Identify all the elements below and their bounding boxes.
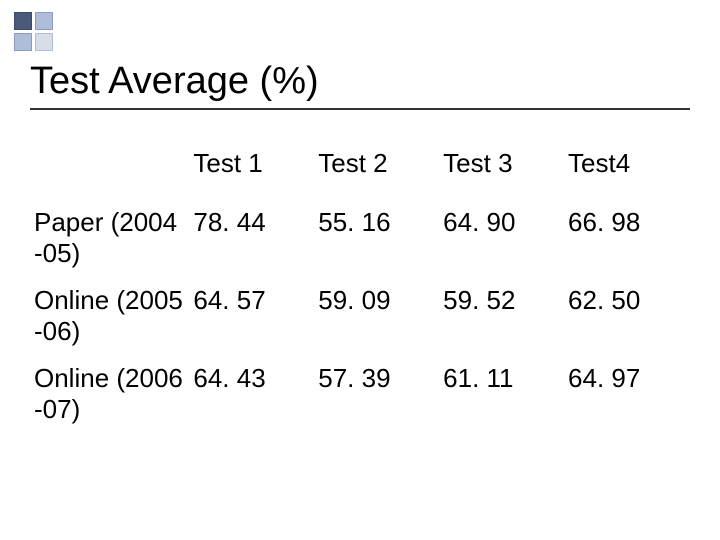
header-empty xyxy=(30,140,189,199)
table-cell: 78. 44 xyxy=(189,199,314,277)
table-row: Online (2006 -07) 64. 43 57. 39 61. 11 6… xyxy=(30,355,690,433)
table-cell: 66. 98 xyxy=(564,199,690,277)
decoration-square xyxy=(35,33,53,51)
table-header-row: Test 1 Test 2 Test 3 Test4 xyxy=(30,140,690,199)
column-header: Test 3 xyxy=(439,140,564,199)
content-area: Test 1 Test 2 Test 3 Test4 Paper (2004 -… xyxy=(30,140,690,433)
column-header: Test4 xyxy=(564,140,690,199)
column-header: Test 1 xyxy=(189,140,314,199)
column-header: Test 2 xyxy=(314,140,439,199)
row-label: Online (2005 -06) xyxy=(30,277,189,355)
table-row: Paper (2004 -05) 78. 44 55. 16 64. 90 66… xyxy=(30,199,690,277)
title-bar: Test Average (%) xyxy=(30,55,690,110)
table-cell: 64. 90 xyxy=(439,199,564,277)
row-label: Online (2006 -07) xyxy=(30,355,189,433)
table-cell: 64. 97 xyxy=(564,355,690,433)
table-cell: 64. 57 xyxy=(189,277,314,355)
test-average-table: Test 1 Test 2 Test 3 Test4 Paper (2004 -… xyxy=(30,140,690,433)
table-cell: 59. 52 xyxy=(439,277,564,355)
row-label: Paper (2004 -05) xyxy=(30,199,189,277)
table-cell: 55. 16 xyxy=(314,199,439,277)
table-cell: 61. 11 xyxy=(439,355,564,433)
corner-decoration xyxy=(14,12,53,51)
table-cell: 64. 43 xyxy=(189,355,314,433)
decoration-square xyxy=(14,33,32,51)
decoration-square xyxy=(35,12,53,30)
page-title: Test Average (%) xyxy=(30,60,319,103)
table-cell: 59. 09 xyxy=(314,277,439,355)
table-cell: 62. 50 xyxy=(564,277,690,355)
decoration-square xyxy=(14,12,32,30)
table-row: Online (2005 -06) 64. 57 59. 09 59. 52 6… xyxy=(30,277,690,355)
table-cell: 57. 39 xyxy=(314,355,439,433)
